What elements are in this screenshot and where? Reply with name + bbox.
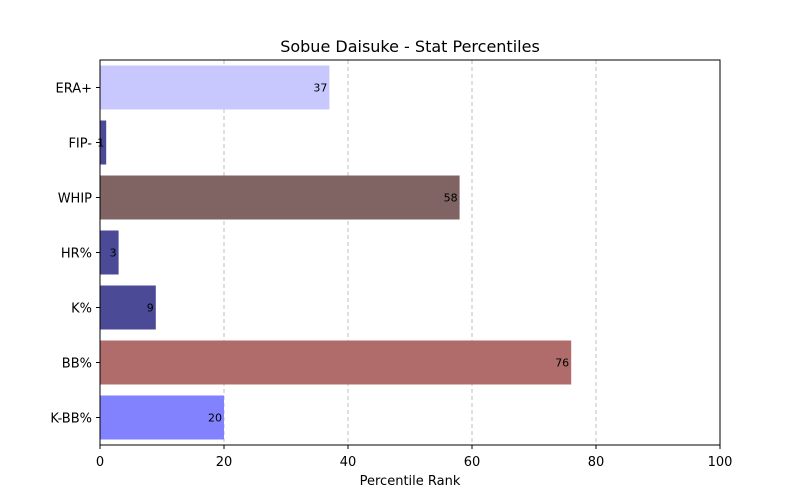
x-tick-label: 80 [588, 455, 605, 470]
bars [100, 65, 572, 440]
y-tick-label: HR% [61, 247, 92, 262]
x-axis: 0 20 40 60 80 100 [96, 445, 733, 470]
data-label: 1 [97, 137, 104, 150]
bar-bb [100, 340, 572, 385]
y-tick-label: FIP- [68, 137, 92, 152]
y-tick-label: ERA+ [55, 82, 92, 97]
data-label: 9 [147, 302, 154, 315]
x-axis-label: Percentile Rank [360, 474, 461, 489]
y-tick-label: K% [71, 302, 92, 317]
y-tick-label: BB% [62, 357, 92, 372]
data-label: 20 [208, 412, 222, 425]
bar-hr [100, 230, 119, 275]
bar-era [100, 65, 330, 110]
data-label: 3 [110, 247, 117, 260]
bar-fip [100, 120, 107, 165]
chart-title: Sobue Daisuke - Stat Percentiles [280, 37, 540, 56]
data-label: 58 [444, 192, 458, 205]
data-label: 37 [313, 82, 327, 95]
y-tick-label: WHIP [58, 192, 92, 207]
x-tick-label: 20 [216, 455, 233, 470]
data-labels: 37 1 58 3 9 76 20 [97, 82, 569, 425]
x-tick-label: 60 [464, 455, 481, 470]
x-tick-label: 100 [708, 455, 733, 470]
bar-k-bb [100, 395, 224, 440]
bar-whip [100, 175, 460, 220]
y-tick-label: K-BB% [50, 412, 92, 427]
x-tick-label: 0 [96, 455, 104, 470]
bar-k [100, 285, 156, 330]
x-tick-label: 40 [340, 455, 357, 470]
y-axis: ERA+ FIP- WHIP HR% K% BB% K-BB% [50, 82, 100, 427]
data-label: 76 [555, 357, 569, 370]
